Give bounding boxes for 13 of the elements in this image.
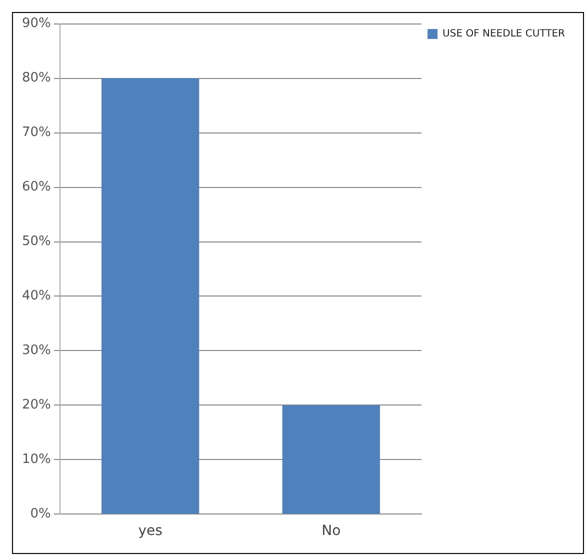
y-tick-label: 60% (22, 180, 51, 195)
y-tick-label: 10% (22, 452, 51, 468)
y-tick-label: 40% (22, 288, 51, 304)
legend-label: USE OF NEEDLE CUTTER (442, 28, 566, 40)
y-tick-label: 50% (22, 234, 51, 250)
y-tick-label: 0% (30, 506, 51, 522)
x-tick-label: No (322, 523, 341, 540)
y-tick-label: 30% (22, 343, 51, 358)
y-tick-label: 20% (22, 398, 51, 413)
x-tick-label: yes (138, 523, 162, 540)
y-tick-label: 90% (22, 16, 51, 32)
y-tick-label: 80% (22, 70, 51, 86)
y-tick-label: 70% (22, 125, 51, 140)
